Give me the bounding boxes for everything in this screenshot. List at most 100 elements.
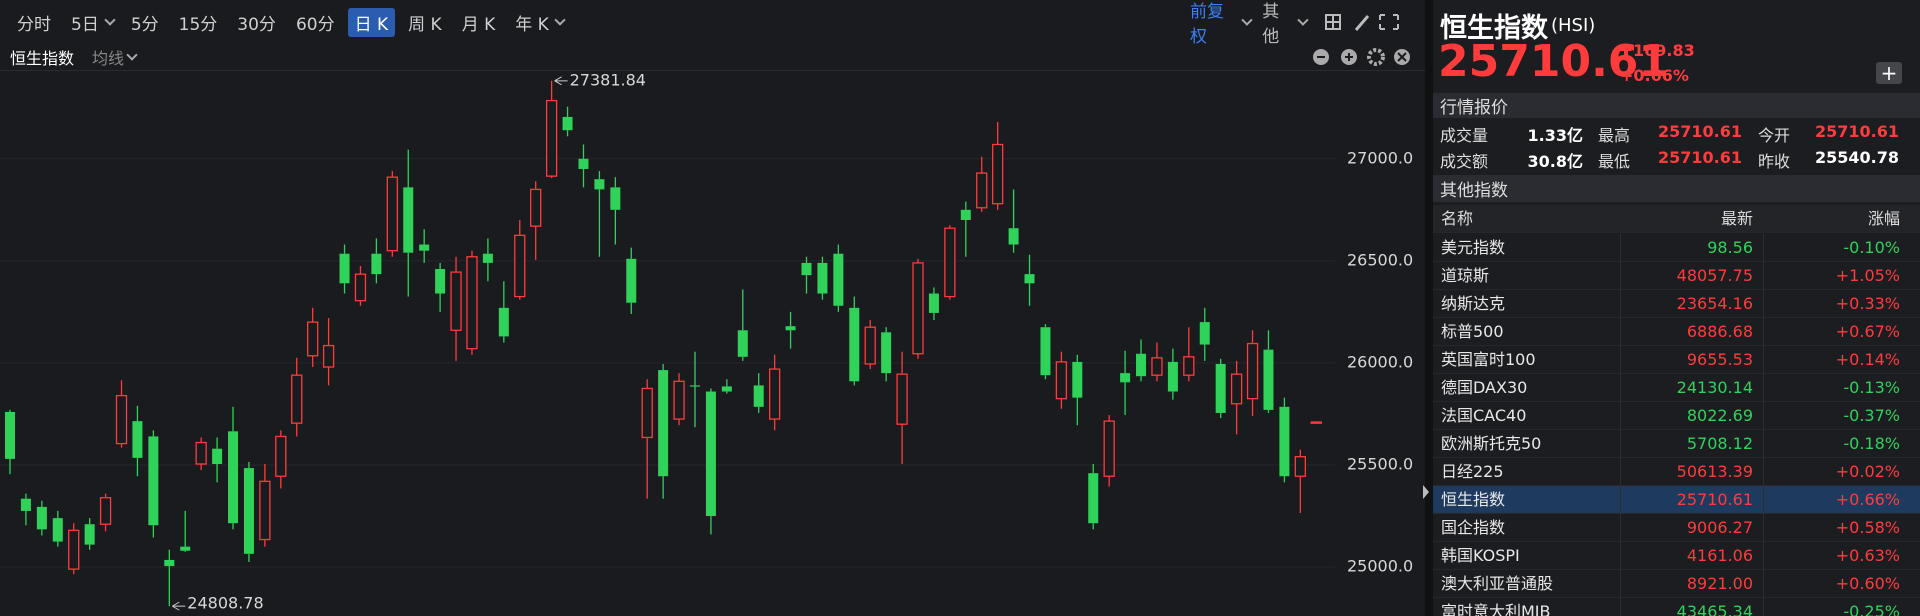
candle-body: [1263, 349, 1274, 410]
candle-body: [928, 293, 939, 313]
table-row[interactable]: 欧洲斯托克50 5708.12 -0.18%: [1433, 430, 1920, 458]
extreme-label: 24808.78: [187, 594, 263, 613]
index-change: +1.05%: [1835, 266, 1900, 285]
add-button[interactable]: +: [1876, 62, 1902, 84]
table-row[interactable]: 德国DAX30 24130.14 -0.13%: [1433, 374, 1920, 402]
candle-body: [864, 326, 876, 365]
candle-body: [195, 441, 207, 465]
index-change: -0.18%: [1843, 434, 1900, 453]
collapse-handle[interactable]: [1421, 482, 1431, 502]
index-code: (HSI): [1551, 15, 1596, 36]
chevron: [126, 49, 138, 61]
tool-icons[interactable]: [1320, 10, 1425, 34]
table-row[interactable]: 富时意大利MIB 43465.34 -0.25%: [1433, 598, 1920, 616]
index-title: 恒生指数: [1440, 13, 1548, 44]
chart-icons[interactable]: [1310, 46, 1410, 68]
index-change: +0.58%: [1835, 518, 1900, 537]
table-row[interactable]: 国企指数 9006.27 +0.58%: [1433, 514, 1920, 542]
candle-body: [944, 227, 956, 298]
annotation-arrow: [554, 76, 568, 86]
index-last: 48057.75: [1676, 266, 1753, 285]
candle-body: [1088, 473, 1099, 524]
column-divider: [1763, 346, 1764, 374]
candle-body: [530, 188, 542, 227]
other-select[interactable]: 其他: [1262, 2, 1280, 47]
period-bar: 分时 5日 5分 15分 30分 60分日 K 周 K 月 K 年 K: [10, 0, 574, 44]
candle-body: [498, 307, 509, 337]
column-header: 涨幅: [1867, 209, 1900, 228]
index-last: 5708.12: [1686, 434, 1753, 453]
price-change-pct: +0.66%: [1620, 66, 1689, 85]
index-change: +0.67%: [1835, 322, 1900, 341]
table-row[interactable]: 道琼斯 48057.75 +1.05%: [1433, 262, 1920, 290]
index-name: 富时意大利MIB: [1441, 602, 1551, 616]
candle-body: [84, 524, 95, 545]
y-tick-label: 26000.0: [1347, 352, 1413, 371]
candle-body: [1120, 373, 1131, 383]
table-row[interactable]: 韩国KOSPI 4161.06 +0.63%: [1433, 542, 1920, 570]
table-row[interactable]: 美元指数 98.56 -0.10%: [1433, 234, 1920, 262]
candle-body: [689, 385, 700, 387]
period-tab[interactable]: 5分: [130, 14, 159, 35]
candle-body: [291, 374, 303, 424]
extreme-label: 27381.84: [570, 70, 646, 89]
column-divider: [1763, 570, 1764, 598]
table-row[interactable]: 日经225 50613.39 +0.02%: [1433, 458, 1920, 486]
candle-body: [354, 273, 367, 302]
table-row[interactable]: 英国富时100 9655.53 +0.14%: [1433, 346, 1920, 374]
candle-body: [20, 498, 31, 511]
period-tab[interactable]: 5日: [71, 14, 99, 35]
period-tab[interactable]: 日 K: [347, 7, 396, 37]
column-divider: [1620, 234, 1621, 262]
index-last: 43465.34: [1676, 602, 1753, 616]
adjust-select[interactable]: 前复权: [1190, 2, 1224, 47]
period-tab[interactable]: 60分: [295, 14, 335, 35]
candle-body: [435, 269, 446, 294]
toolbar-right: 前复权 其他: [1190, 0, 1425, 47]
period-tab[interactable]: 月 K: [461, 14, 496, 35]
index-last: 9655.53: [1686, 350, 1753, 369]
price: 25710.61: [1438, 36, 1670, 87]
side-panel: 恒生指数 (HSI) 25710.61 169.83 +0.66% + 行情报价…: [1433, 0, 1920, 616]
index-last: 9006.27: [1686, 518, 1753, 537]
candle-body: [785, 326, 796, 331]
candle-body: [594, 179, 605, 190]
chart-title: 恒生指数: [10, 49, 75, 68]
index-last: 8921.00: [1686, 574, 1753, 593]
quote-value: 25540.78: [1814, 148, 1899, 167]
column-divider: [1620, 430, 1621, 458]
column-divider: [1763, 402, 1764, 430]
candle-body: [99, 497, 112, 525]
column-divider: [1763, 598, 1764, 616]
candle-body: [1040, 327, 1051, 376]
ma-select[interactable]: 均线: [92, 49, 125, 68]
column-divider: [1763, 318, 1764, 346]
candle-body: [1136, 353, 1147, 377]
quote-value: 1.33亿: [1527, 126, 1583, 145]
candle-body: [386, 176, 398, 252]
table-row[interactable]: 法国CAC40 8022.69 -0.37%: [1433, 402, 1920, 430]
period-tab[interactable]: 周 K: [408, 14, 442, 35]
table-row[interactable]: 澳大利亚普通股 8921.00 +0.60%: [1433, 570, 1920, 598]
period-tab[interactable]: 分时: [17, 14, 51, 35]
table-row[interactable]: 标普500 6886.68 +0.67%: [1433, 318, 1920, 346]
candle-body: [482, 253, 493, 263]
price-change: 169.83: [1633, 41, 1695, 60]
candle-body: [1103, 420, 1115, 477]
candle-body: [881, 332, 892, 374]
candle-body: [228, 431, 239, 524]
chevron: [104, 14, 116, 26]
period-tab[interactable]: 15分: [178, 14, 218, 35]
index-change: -0.13%: [1843, 378, 1900, 397]
table-row[interactable]: 纳斯达克 23654.16 +0.33%: [1433, 290, 1920, 318]
period-tab[interactable]: 年 K: [515, 14, 549, 35]
period-tab[interactable]: 30分: [237, 14, 276, 35]
index-name: 韩国KOSPI: [1441, 546, 1520, 565]
chart-panel: 25000.0 25500.0 26000.0 26500.0 27000.0 27381…: [0, 0, 1425, 616]
quote-value: 25710.61: [1657, 148, 1742, 167]
column-divider: [1620, 290, 1621, 318]
index-name: 英国富时100: [1441, 350, 1536, 369]
table-row[interactable]: 恒生指数 25710.61 +0.66%: [1433, 486, 1920, 514]
quote-label: 最高: [1598, 126, 1631, 145]
chart: 25000.0 25500.0 26000.0 26500.0 27000.0 27381…: [0, 70, 1413, 613]
